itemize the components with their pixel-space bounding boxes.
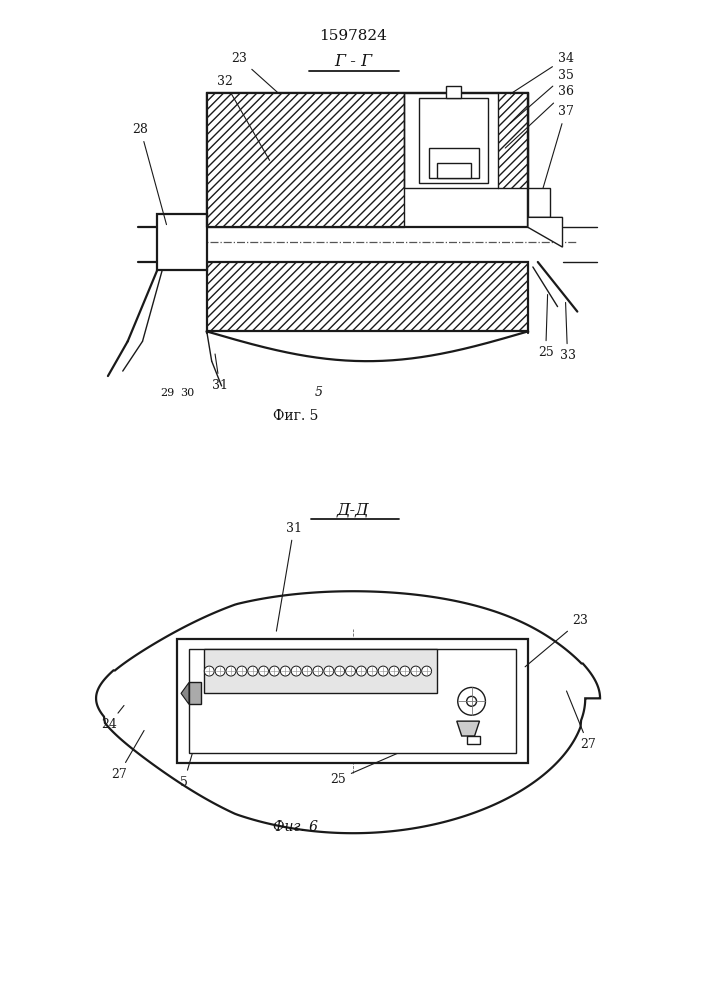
Circle shape (259, 666, 269, 676)
Circle shape (237, 666, 247, 676)
Bar (419, 98, 489, 183)
Circle shape (368, 666, 378, 676)
Bar (206, 262, 528, 331)
Text: 1597824: 1597824 (319, 29, 387, 43)
Text: 29: 29 (160, 388, 175, 398)
Circle shape (378, 666, 388, 676)
Circle shape (291, 666, 301, 676)
Circle shape (334, 666, 344, 676)
Circle shape (302, 666, 312, 676)
Bar (467, 736, 481, 744)
Text: 25: 25 (538, 295, 554, 359)
Text: 24: 24 (101, 705, 124, 731)
Bar (446, 86, 461, 98)
Circle shape (411, 666, 421, 676)
Bar (158, 214, 206, 270)
Circle shape (400, 666, 410, 676)
Circle shape (467, 696, 477, 706)
Text: 28: 28 (133, 123, 166, 225)
Circle shape (281, 666, 291, 676)
Text: 32: 32 (216, 75, 269, 160)
Text: 23: 23 (525, 614, 588, 667)
Text: 31: 31 (211, 354, 228, 392)
Text: 36: 36 (506, 85, 573, 148)
Circle shape (356, 666, 366, 676)
Bar (206, 93, 528, 227)
Circle shape (346, 666, 356, 676)
Text: 5: 5 (180, 751, 193, 789)
Bar (206, 93, 404, 227)
Text: 27: 27 (566, 691, 596, 751)
Text: 5: 5 (315, 386, 322, 399)
Bar (437, 163, 471, 178)
Circle shape (324, 666, 334, 676)
Bar (204, 649, 437, 693)
Bar (498, 93, 528, 188)
Bar (206, 93, 404, 227)
Text: Г - Г: Г - Г (334, 53, 372, 70)
Bar (528, 188, 549, 217)
Polygon shape (181, 682, 189, 704)
Circle shape (247, 666, 257, 676)
Text: 34: 34 (510, 52, 573, 94)
Circle shape (215, 666, 225, 676)
Bar (189, 682, 201, 704)
Text: Фиг. 6: Фиг. 6 (273, 820, 318, 834)
Circle shape (457, 687, 486, 715)
Polygon shape (528, 217, 563, 247)
Circle shape (421, 666, 431, 676)
Text: Фиг. 5: Фиг. 5 (273, 409, 318, 423)
Bar (429, 148, 479, 178)
Bar (189, 649, 516, 753)
Text: Д-Д: Д-Д (337, 501, 369, 518)
Text: 25: 25 (330, 722, 469, 786)
Text: 31: 31 (276, 522, 302, 631)
Bar (206, 262, 528, 331)
Circle shape (226, 666, 236, 676)
Text: 33: 33 (559, 302, 575, 362)
Text: 27: 27 (111, 730, 144, 781)
Circle shape (313, 666, 323, 676)
Bar (498, 93, 528, 188)
Text: 37: 37 (539, 105, 573, 200)
Bar (177, 639, 528, 763)
Text: 23: 23 (231, 52, 279, 94)
Text: 30: 30 (180, 388, 194, 398)
Polygon shape (96, 591, 600, 833)
Circle shape (389, 666, 399, 676)
Circle shape (204, 666, 214, 676)
Text: 35: 35 (510, 69, 573, 123)
Polygon shape (457, 721, 479, 736)
Circle shape (269, 666, 279, 676)
